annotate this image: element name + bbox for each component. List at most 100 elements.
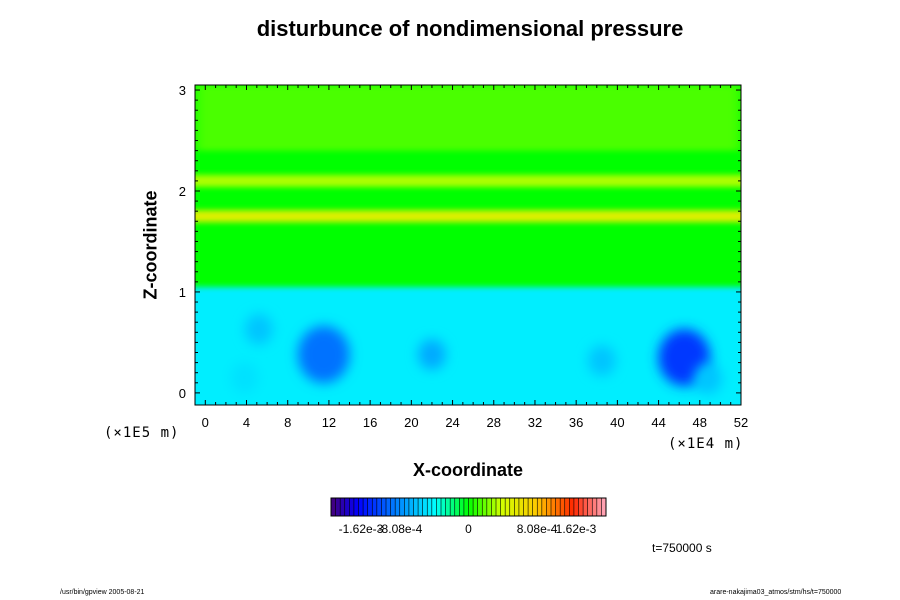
colorbar-swatch: [518, 498, 524, 516]
x-tick-label: 12: [322, 415, 336, 430]
colorbar-swatch: [367, 498, 373, 516]
colorbar-swatch: [587, 498, 593, 516]
y-tick-label: 2: [179, 184, 186, 199]
y-tick-label: 0: [179, 386, 186, 401]
field-blob-5: [230, 362, 259, 394]
colorbar-swatch: [564, 498, 570, 516]
colorbar-swatch: [482, 498, 488, 516]
y-axis-label: Z-coordinate: [140, 190, 161, 300]
x-tick-label: 44: [651, 415, 665, 430]
colorbar-swatch: [386, 498, 391, 516]
colorbar-frame: [330, 497, 607, 517]
colorbar-swatch: [477, 498, 483, 516]
x-tick-label: 8: [284, 415, 291, 430]
colorbar-swatch: [427, 498, 433, 516]
y-tick-label: 1: [179, 285, 186, 300]
x-axis: 0 4 8 12 16 20 24 28 32 36 40 44 48 52: [194, 85, 748, 430]
colorbar-swatch: [541, 498, 547, 516]
colorbar-swatch: [583, 498, 589, 516]
field-upper-region: [195, 85, 741, 151]
colorbar-swatch: [358, 498, 364, 516]
colorbar-swatch: [555, 498, 561, 516]
colorbar-swatch: [413, 498, 419, 516]
x-tick-label: 32: [528, 415, 542, 430]
y-axis: 0 1 2 3: [179, 83, 741, 401]
colorbar-swatch: [468, 498, 474, 516]
x-tick-label: 16: [363, 415, 377, 430]
colorbar-swatch: [578, 498, 584, 516]
colorbar-swatch: [551, 498, 556, 516]
field-blob-4: [587, 345, 616, 376]
colorbar-swatch: [395, 498, 401, 516]
colorbar-swatch: [486, 498, 492, 516]
colorbar-swatch: [399, 498, 405, 516]
x-axis-label: X-coordinate: [412, 460, 523, 480]
colorbar-swatch: [491, 498, 497, 516]
colorbar-swatch: [523, 498, 529, 516]
time-label: t=750000 s: [652, 541, 712, 555]
colorbar-swatch: [454, 498, 460, 516]
x-tick-label: 20: [404, 415, 418, 430]
colorbar-tick-label: -8.08e-4: [378, 522, 423, 536]
chart-title: disturbunce of nondimensional pressure: [256, 16, 684, 41]
colorbar-swatch: [463, 498, 469, 516]
x-tick-label: 24: [445, 415, 459, 430]
colorbar: -1.62e-3-8.08e-4 0 8.08e-41.62e-3: [330, 497, 607, 536]
y-scale-label: (×1E5 m): [104, 425, 180, 441]
colorbar-swatch: [528, 498, 534, 516]
colorbar-swatch: [372, 498, 378, 516]
colorbar-swatch: [514, 498, 520, 516]
colorbar-swatch: [596, 498, 602, 516]
x-tick-label: 4: [243, 415, 250, 430]
colorbar-swatch: [335, 498, 341, 516]
colorbar-swatch: [441, 498, 446, 516]
colorbar-swatch: [344, 498, 350, 516]
colorbar-swatch: [404, 498, 410, 516]
colorbar-swatch: [509, 498, 515, 516]
colorbar-swatch: [560, 498, 566, 516]
x-tick-label: 52: [734, 415, 748, 430]
colorbar-swatch: [331, 498, 336, 516]
colorbar-tick-label: 8.08e-4: [517, 522, 558, 536]
colorbar-swatch: [569, 498, 575, 516]
x-tick-label: 0: [202, 415, 209, 430]
colorbar-swatch: [353, 498, 359, 516]
x-tick-label: 28: [487, 415, 501, 430]
colorbar-swatch: [546, 498, 552, 516]
colorbar-swatch: [381, 498, 387, 516]
colorbar-tick-label: -1.62e-3: [339, 522, 384, 536]
field-blob-3: [244, 313, 273, 345]
colorbar-swatch: [376, 498, 382, 516]
colorbar-swatch: [505, 498, 511, 516]
colorbar-swatch: [459, 498, 465, 516]
field-band-1: [195, 210, 741, 223]
colorbar-swatch: [390, 498, 396, 516]
colorbar-swatch: [537, 498, 543, 516]
colorbar-tick-label: 1.62e-3: [556, 522, 597, 536]
plot-frame: [194, 84, 742, 406]
footer-right-text: arare-nakajima03_atmos/stm/hs/t=750000: [710, 589, 842, 596]
colorbar-swatch: [408, 498, 414, 516]
x-tick-label: 48: [693, 415, 707, 430]
x-tick-label: 36: [569, 415, 583, 430]
x-tick-label: 40: [610, 415, 624, 430]
colorbar-swatch: [422, 498, 428, 516]
colorbar-swatch: [431, 498, 437, 516]
pressure-field: [195, 85, 741, 405]
colorbar-swatch: [363, 498, 369, 516]
footer-left-text: /usr/bin/gpview 2005-08-21: [60, 589, 145, 596]
colorbar-swatch: [473, 498, 479, 516]
colorbar-swatch: [450, 498, 456, 516]
field-band-0: [195, 174, 741, 187]
colorbar-swatch: [436, 498, 442, 516]
field-blob-1: [417, 339, 446, 370]
colorbar-swatch: [349, 498, 355, 516]
colorbar-swatch: [500, 498, 506, 516]
y-tick-label: 3: [179, 83, 186, 98]
colorbar-swatch: [340, 498, 346, 516]
field-blob-6: [694, 363, 723, 395]
colorbar-swatch: [601, 498, 607, 516]
colorbar-swatch: [573, 498, 579, 516]
colorbar-swatch: [496, 498, 501, 516]
colorbar-swatch: [418, 498, 424, 516]
